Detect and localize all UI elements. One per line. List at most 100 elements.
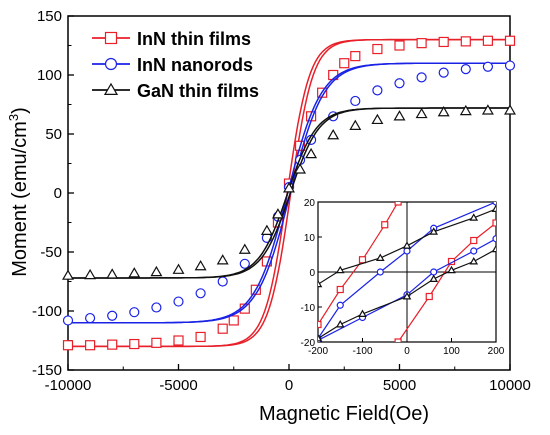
x-tick-label: -5000 <box>159 377 197 394</box>
data-point <box>271 208 284 219</box>
legend-entry: GaN thin films <box>92 81 259 101</box>
data-point <box>107 310 118 321</box>
y-tick-label: 150 <box>37 8 62 25</box>
data-point <box>460 36 471 47</box>
legend-label: GaN thin films <box>137 81 259 101</box>
data-point <box>438 36 449 48</box>
data-point <box>194 260 207 271</box>
data-point <box>482 35 493 46</box>
legend-entry: InN nanorods <box>92 55 253 75</box>
inset-data-point <box>492 235 496 243</box>
y-axis-label-main: Moment (emu/cm <box>9 121 31 277</box>
inset-data-point <box>358 309 367 317</box>
inset-data-point <box>318 334 323 342</box>
inset-y-tick-label: -20 <box>301 338 316 349</box>
data-point <box>238 243 251 254</box>
data-point <box>239 258 250 269</box>
data-point <box>416 72 427 83</box>
data-point <box>172 263 185 274</box>
x-tick-label: 5000 <box>383 377 416 394</box>
series-gan-thin-films <box>62 104 516 280</box>
y-tick-label: 50 <box>45 126 62 143</box>
data-point <box>372 43 383 55</box>
data-point <box>62 340 74 351</box>
data-point <box>393 110 406 121</box>
data-point <box>129 307 140 318</box>
inset-data-point <box>430 268 438 276</box>
inset-data-point <box>470 236 478 245</box>
inset-y-tick-label: 10 <box>304 233 316 244</box>
main-series <box>62 35 516 351</box>
inset-data-point <box>394 202 402 206</box>
data-point <box>372 85 383 96</box>
legend: InN thin films InN nanorods GaN thin films <box>92 29 259 101</box>
data-point <box>217 323 228 334</box>
data-point <box>339 58 350 69</box>
legend-label: InN nanorods <box>137 55 253 75</box>
inset-data-point <box>491 244 496 253</box>
data-point <box>327 129 340 140</box>
x-tick-label: 0 <box>285 377 293 394</box>
data-point <box>107 339 118 350</box>
inset-data-point <box>469 213 479 221</box>
data-point <box>482 61 493 72</box>
data-point <box>84 340 96 351</box>
inset-data-point <box>491 204 496 212</box>
inset-data-point <box>318 320 322 329</box>
series-line <box>68 38 510 348</box>
data-point <box>504 60 516 71</box>
inset-x-tick-label: -200 <box>308 346 328 357</box>
inset-data-point <box>318 279 323 288</box>
data-point <box>150 265 163 277</box>
data-point <box>438 67 449 78</box>
y-tick-label: 100 <box>37 67 62 84</box>
data-point <box>371 113 384 125</box>
inset-x-tick-label: 100 <box>443 346 460 357</box>
inset-data-point <box>336 285 344 294</box>
data-point <box>260 224 273 235</box>
inset-data-point <box>335 265 345 274</box>
data-point <box>459 104 472 116</box>
data-point <box>62 315 74 326</box>
data-point <box>129 338 140 350</box>
data-point <box>394 40 405 51</box>
legend-marker <box>103 82 119 96</box>
data-point <box>504 104 516 115</box>
data-point <box>349 119 362 130</box>
inset-data-point <box>375 253 385 261</box>
data-point <box>195 288 206 299</box>
inset-data-point <box>336 301 344 309</box>
series-line <box>68 107 510 279</box>
inset-y-tick-label: -10 <box>301 303 316 314</box>
y-tick-label: -100 <box>32 303 62 320</box>
inset-data-point <box>402 292 412 300</box>
data-point <box>216 254 229 265</box>
x-tick-label: -10000 <box>45 377 92 394</box>
y-tick-label: -50 <box>40 244 62 261</box>
inset-data-point <box>469 257 479 265</box>
x-axis-label: Magnetic Field(Oe) <box>259 403 429 425</box>
inset-y-tick-label: 20 <box>304 198 316 209</box>
y-axis-label-close: ) <box>9 107 31 114</box>
legend-marker <box>104 31 118 45</box>
data-point <box>173 296 184 307</box>
data-point <box>84 312 96 324</box>
main-axes: -10000 -5000 0 5000 10000-150-100-5005010015… <box>32 8 531 394</box>
data-point <box>416 38 427 49</box>
data-point <box>437 106 450 117</box>
inset-data-point <box>429 274 439 282</box>
inset-y-tick-label: 0 <box>309 268 315 279</box>
x-tick-label: 10000 <box>489 377 531 394</box>
data-point <box>394 78 405 89</box>
legend-marker <box>104 57 118 71</box>
inset-data-point <box>381 221 389 229</box>
data-point <box>294 163 307 174</box>
inset-series-group <box>318 202 496 342</box>
inset-data-point <box>358 256 367 264</box>
inset-series-group <box>318 202 496 342</box>
data-point <box>173 335 184 346</box>
data-point <box>460 63 471 75</box>
data-point <box>195 331 206 343</box>
inset-branch-line <box>318 202 496 339</box>
